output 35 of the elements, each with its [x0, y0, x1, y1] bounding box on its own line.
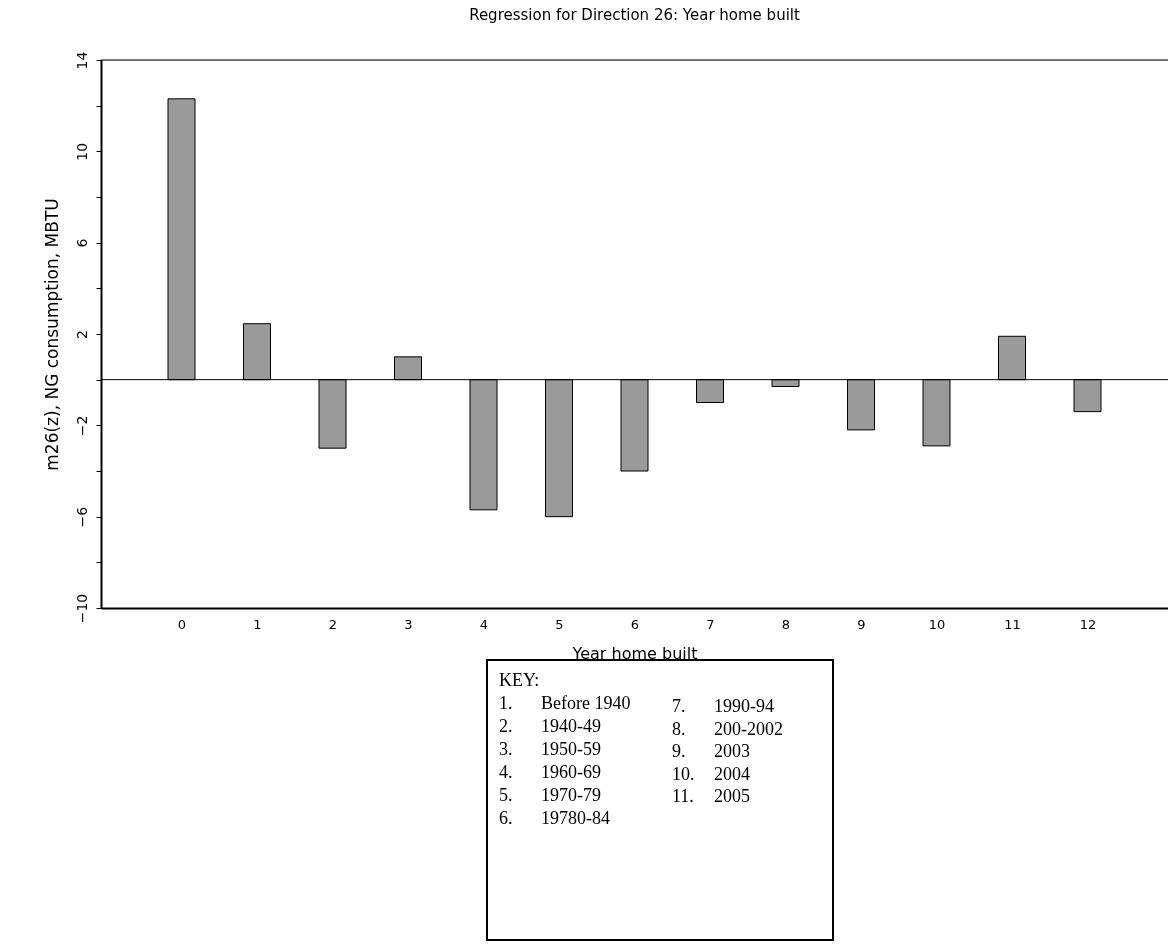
x-tick-label: 1	[253, 616, 262, 632]
y-tick-label: 10	[73, 142, 90, 161]
x-tick-label: 6	[630, 616, 640, 632]
text: 8. 200-2002	[672, 718, 783, 739]
chart-title: Regression for Direction 26: Year home built	[469, 6, 800, 25]
text: 7. 1990-94	[672, 696, 774, 716]
text: KEY:	[499, 670, 540, 690]
y-tick-label: −10	[73, 593, 90, 624]
x-tick-label: 11	[1004, 616, 1021, 632]
x-axis-title: Year home built	[571, 643, 698, 663]
y-tick-label: 14	[73, 51, 90, 70]
text: 9. 2003	[672, 741, 750, 761]
y-tick-label: −6	[73, 506, 90, 528]
x-tick-label: 12	[1079, 616, 1097, 632]
text: 11. 2005	[672, 786, 750, 806]
text: 5. 1970-79	[499, 785, 601, 805]
x-tick-label: 8	[781, 616, 791, 632]
text: 1. Before 1940	[499, 693, 631, 713]
x-tick-label: 2	[328, 616, 338, 632]
text: 2. 1940-49	[499, 716, 601, 736]
x-tick-label: 9	[857, 616, 866, 632]
y-tick-label: −2	[73, 415, 90, 437]
text: 10. 2004	[672, 763, 750, 784]
y-axis-title: m26(z), NG consumption, MBTU	[41, 198, 62, 471]
x-tick-label: 5	[555, 616, 564, 632]
y-tick-label: 2	[73, 330, 90, 339]
x-tick-label: 7	[706, 616, 715, 632]
text: 4. 1960-69	[499, 762, 601, 782]
y-tick-label: 6	[73, 238, 90, 248]
text: 3. 1950-59	[499, 739, 601, 759]
text: 6. 19780-84	[499, 808, 610, 828]
x-tick-label: 4	[479, 616, 489, 632]
x-tick-label: 10	[928, 616, 946, 632]
x-tick-label: 3	[404, 616, 413, 632]
x-tick-label: 0	[177, 616, 187, 632]
